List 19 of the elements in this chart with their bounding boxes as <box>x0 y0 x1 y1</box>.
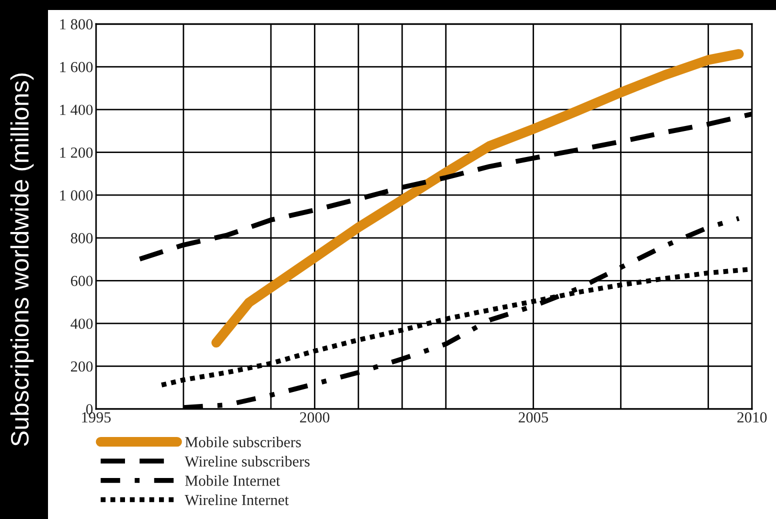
y-tick-label: 400 <box>70 318 93 329</box>
y-tick-label: 1 600 <box>60 62 93 72</box>
y-axis-title: Subscriptions worldwide (millions) <box>10 73 34 446</box>
y-tick-label: 800 <box>70 233 93 244</box>
y-tick-label: 1 200 <box>60 147 93 158</box>
x-tick-label: 1995 <box>82 412 111 423</box>
legend-label: Mobile Internet <box>185 475 280 486</box>
y-tick-label: 0 <box>86 404 93 414</box>
legend-label: Mobile subscribers <box>185 436 301 448</box>
x-tick-label: 2000 <box>300 412 330 423</box>
y-tick-label: 600 <box>70 276 93 286</box>
y-tick-label: 200 <box>70 361 93 372</box>
x-tick-label: 2005 <box>518 412 548 423</box>
y-tick-label: 1 800 <box>60 19 93 30</box>
y-tick-label: 1 400 <box>60 104 93 116</box>
legend-label: Wireline Internet <box>184 494 289 506</box>
x-tick-label: 2010 <box>737 412 767 423</box>
legend-label: Wireline subscribers <box>184 456 310 467</box>
y-tick-label: 1 000 <box>60 190 93 201</box>
